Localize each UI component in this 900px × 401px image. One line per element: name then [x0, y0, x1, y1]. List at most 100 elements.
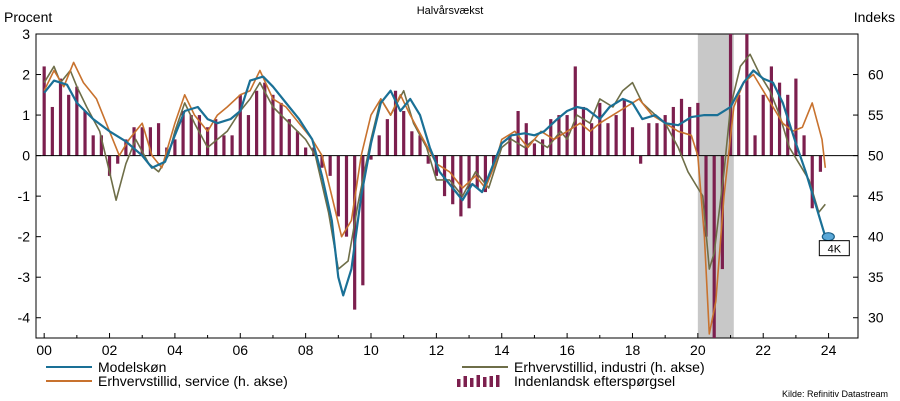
- legend-bar-mini: [496, 375, 500, 387]
- plot-frame: [35, 33, 859, 339]
- bar-indenlandsk-0: [42, 66, 46, 156]
- bar-indenlandsk-26: [255, 90, 259, 156]
- bar-indenlandsk-72: [630, 127, 635, 156]
- bar-indenlandsk-76: [663, 115, 667, 156]
- x-tick-label-5: 10: [363, 342, 379, 358]
- bar-indenlandsk-91: [786, 94, 790, 156]
- annotation-marker: [821, 232, 835, 242]
- bar-indenlandsk-50: [451, 155, 455, 205]
- annotation-4k: 4K: [818, 232, 850, 257]
- right-tick-label-0: 60: [868, 67, 884, 83]
- line-modelskon: [43, 69, 827, 297]
- bar-indenlandsk-7: [99, 135, 103, 156]
- bar-indenlandsk-53: [475, 155, 479, 189]
- bar-indenlandsk-28: [271, 94, 275, 156]
- x-tick-label-10: 20: [690, 342, 706, 358]
- legend: Modelskøn Erhvervstillid, industri (h. a…: [46, 359, 705, 389]
- bar-indenlandsk-84: [728, 34, 733, 156]
- left-tick-label-1: 2: [22, 67, 30, 83]
- bar-indenlandsk-18: [189, 115, 193, 156]
- bar-indenlandsk-67: [590, 123, 594, 156]
- bar-indenlandsk-21: [214, 119, 218, 156]
- bar-indenlandsk-37: [344, 155, 349, 237]
- bar-indenlandsk-20: [205, 127, 210, 156]
- bar-indenlandsk-73: [639, 155, 643, 164]
- left-tick-label-5: -2: [18, 229, 31, 245]
- bar-indenlandsk-22: [222, 135, 226, 156]
- bar-indenlandsk-1: [50, 106, 54, 156]
- x-tick-label-8: 16: [559, 342, 575, 358]
- bar-indenlandsk-69: [606, 123, 610, 156]
- bar-indenlandsk-23: [230, 135, 234, 156]
- legend-label-modelskon: Modelskøn: [98, 359, 166, 375]
- x-tick-label-11: 22: [755, 342, 771, 358]
- bar-indenlandsk-64: [565, 115, 569, 156]
- bar-indenlandsk-79: [688, 106, 692, 156]
- legend-bar-mini: [476, 375, 480, 387]
- left-tick-label-3: 0: [22, 148, 30, 164]
- bar-indenlandsk-29: [279, 102, 283, 156]
- right-tick-label-3: 45: [868, 188, 884, 204]
- x-axis: 00 02 04 06 08 10 12 14 16 18 20 22 24: [36, 333, 837, 358]
- bar-indenlandsk-6: [91, 135, 95, 156]
- bar-indenlandsk-49: [442, 155, 447, 197]
- bar-indenlandsk-30: [287, 119, 291, 156]
- right-tick-label-2: 50: [868, 148, 884, 164]
- bar-indenlandsk-16: [173, 139, 177, 156]
- bar-indenlandsk-10: [124, 139, 128, 156]
- bar-indenlandsk-65: [573, 66, 577, 156]
- bar-indenlandsk-75: [655, 123, 659, 156]
- bar-indenlandsk-17: [181, 111, 185, 156]
- bar-indenlandsk-34: [320, 155, 324, 168]
- bar-indenlandsk-12: [140, 127, 144, 156]
- bar-indenlandsk-13: [148, 127, 152, 156]
- bar-indenlandsk-86: [745, 34, 749, 156]
- bar-indenlandsk-14: [156, 123, 161, 156]
- source-note: Kilde: Refinitiv Datastream: [782, 389, 888, 399]
- right-tick-label-4: 40: [868, 229, 884, 245]
- lines-layer: [43, 53, 827, 335]
- left-tick-label-7: -4: [18, 310, 31, 326]
- bar-indenlandsk-9: [116, 155, 120, 164]
- bar-indenlandsk-25: [246, 115, 251, 156]
- annotation-label: 4K: [828, 244, 842, 256]
- bar-indenlandsk-36: [336, 155, 340, 217]
- legend-bar-mini: [489, 376, 493, 387]
- left-tick-label-6: -3: [18, 269, 31, 285]
- bar-indenlandsk-92: [794, 78, 798, 156]
- bar-indenlandsk-95: [818, 155, 823, 172]
- bar-indenlandsk-66: [581, 106, 586, 156]
- bar-indenlandsk-4: [75, 86, 79, 156]
- bar-indenlandsk-74: [647, 123, 651, 156]
- x-tick-label-2: 04: [167, 342, 183, 358]
- bar-indenlandsk-60: [532, 143, 537, 156]
- bar-indenlandsk-89: [769, 66, 773, 156]
- bar-indenlandsk-41: [377, 135, 381, 156]
- left-tick-label-2: 1: [22, 107, 30, 123]
- legend-bar-mini: [483, 377, 487, 387]
- right-tick-label-6: 30: [868, 310, 884, 326]
- bar-indenlandsk-44: [402, 111, 406, 156]
- bar-indenlandsk-3: [67, 94, 71, 156]
- x-tick-label-4: 08: [298, 342, 314, 358]
- bar-indenlandsk-2: [58, 78, 63, 156]
- bar-indenlandsk-61: [541, 139, 545, 156]
- x-tick-label-6: 12: [429, 342, 445, 358]
- bar-indenlandsk-63: [557, 115, 561, 156]
- bar-indenlandsk-31: [295, 131, 300, 156]
- annotation-box: [818, 240, 850, 257]
- x-tick-label-1: 02: [102, 342, 118, 358]
- bar-indenlandsk-54: [483, 155, 488, 193]
- x-tick-label-9: 18: [625, 342, 641, 358]
- legend-label-service: Erhvervstillid, service (h. akse): [98, 373, 288, 389]
- bar-indenlandsk-68: [598, 102, 602, 156]
- bar-indenlandsk-45: [410, 131, 414, 156]
- right-axis: 60 55 50 45 40 35 30: [853, 67, 884, 326]
- bar-indenlandsk-80: [696, 102, 700, 156]
- bar-indenlandsk-39: [361, 155, 365, 286]
- bar-indenlandsk-47: [426, 155, 430, 164]
- bar-indenlandsk-71: [622, 98, 626, 156]
- bar-indenlandsk-57: [508, 135, 512, 156]
- legend-label-indenlandsk: Indenlandsk efterspørgsel: [514, 373, 675, 389]
- bar-indenlandsk-59: [524, 123, 528, 156]
